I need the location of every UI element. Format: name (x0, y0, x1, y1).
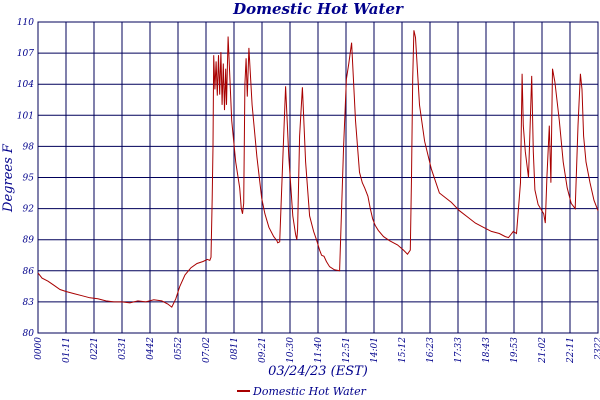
x-tick-label: 10:30 (286, 337, 296, 363)
x-tick-label: 0552 (174, 337, 184, 360)
y-axis-label: Degrees F (1, 143, 16, 213)
x-tick-label: 21:02 (538, 337, 548, 364)
x-tick-label: 22:11 (566, 337, 576, 364)
x-tick-label: 19:53 (510, 337, 520, 363)
y-tick-label: 110 (17, 18, 34, 28)
x-tick-label: 15:12 (398, 337, 408, 363)
x-tick-label: 18:43 (482, 337, 492, 363)
x-tick-label: 09:21 (258, 337, 268, 363)
y-tick-label: 104 (17, 80, 34, 90)
series-line-domestic-hot-water (37, 30, 599, 308)
y-axis: 80 83 86 89 92 95 98 101 104 107 110 (17, 18, 34, 339)
legend-label: Domestic Hot Water (252, 385, 367, 398)
legend: Domestic Hot Water (237, 385, 367, 398)
x-tick-label: 12:51 (342, 337, 352, 363)
x-tick-label: 11:40 (314, 337, 324, 363)
x-tick-label: 0442 (146, 337, 156, 360)
plot-frame (37, 21, 599, 334)
x-tick-label: 16:23 (426, 337, 436, 363)
x-axis-label: 03/24/23 (EST) (268, 364, 368, 379)
x-tick-label: 2322 (594, 337, 600, 361)
x-tick-label: 0221 (90, 337, 100, 360)
x-axis: 0000 01:11 0221 0331 0442 0552 07:02 0811 09:21 1… (34, 337, 600, 364)
chart-title: Domestic Hot Water (232, 0, 404, 18)
y-tick-label: 89 (23, 236, 35, 246)
y-tick-label: 92 (23, 205, 35, 215)
x-tick-label: 07:02 (202, 337, 212, 363)
x-tick-label: 0331 (118, 337, 128, 360)
y-tick-label: 101 (17, 111, 34, 121)
y-tick-label: 98 (23, 142, 35, 152)
y-tick-label: 86 (23, 267, 35, 277)
y-tick-label: 95 (23, 174, 35, 184)
x-tick-label: 14:01 (370, 337, 380, 363)
x-tick-label: 0000 (34, 337, 44, 360)
x-tick-label: 0811 (230, 337, 240, 360)
y-tick-label: 107 (17, 49, 34, 59)
x-tick-label: 17:33 (454, 337, 464, 363)
grid (37, 21, 599, 334)
x-tick-label: 01:11 (62, 337, 72, 363)
y-tick-label: 80 (23, 329, 35, 339)
y-tick-label: 83 (23, 298, 35, 308)
